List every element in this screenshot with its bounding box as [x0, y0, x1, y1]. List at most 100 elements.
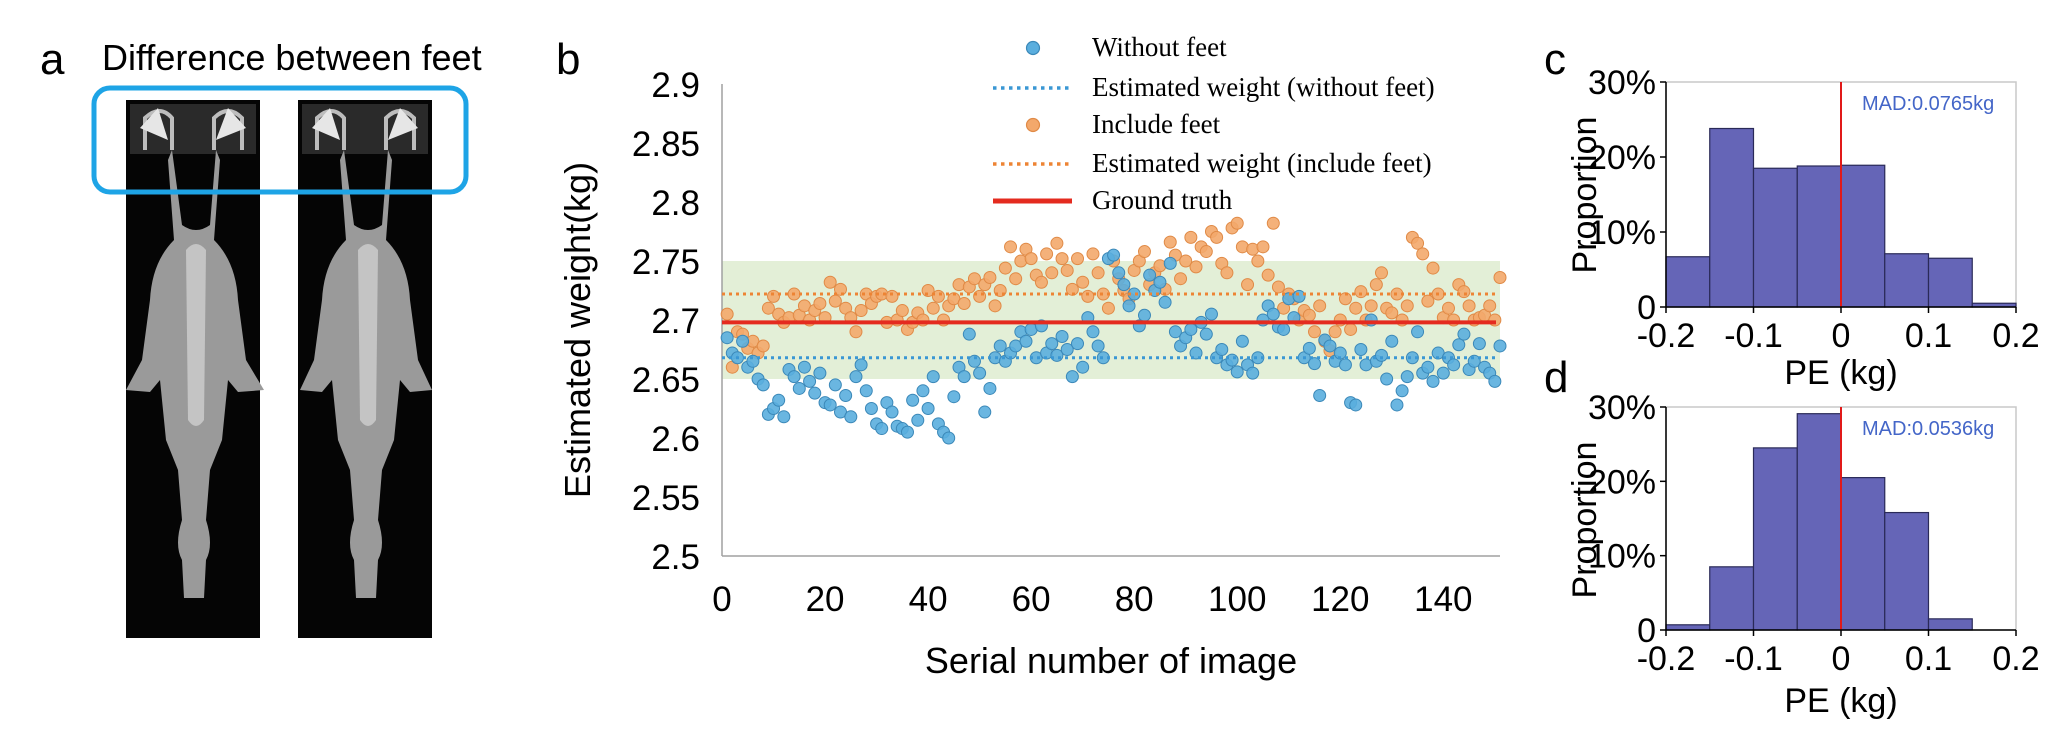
panel-b-point-include-feet [998, 261, 1012, 275]
panel-b-point-without-feet [1215, 343, 1229, 356]
panel-b-point-include-feet [988, 299, 1002, 313]
panel-c-xlabel: PE (kg) [1784, 354, 1897, 392]
panel-b-point-include-feet [823, 275, 837, 289]
panel-b-point-include-feet [1344, 322, 1358, 336]
panel-c-bar [1709, 127, 1755, 308]
feet-highlight-box [91, 85, 469, 195]
panel-b-point-without-feet [962, 327, 976, 341]
panel-b-point-include-feet [1163, 235, 1177, 249]
panel-c-bar [1752, 167, 1798, 308]
panel-b-point-include-feet [1354, 285, 1368, 299]
panel-b-point-include-feet [1416, 247, 1430, 261]
panel-b-point-without-feet [797, 360, 811, 374]
panel-d-letter: d [1544, 353, 1568, 402]
panel-b-point-without-feet [1472, 337, 1486, 351]
panel-b-point-include-feet [1385, 306, 1399, 320]
panel-b-point-without-feet [1122, 299, 1136, 313]
panel-b-point-without-feet [849, 370, 863, 384]
panel-b-point-without-feet [1452, 338, 1466, 352]
panel-b-point-without-feet [1395, 384, 1409, 398]
panel-b-point-without-feet [1225, 353, 1239, 367]
panel-b-point-include-feet [885, 289, 899, 303]
panel-b-point-without-feet [1457, 327, 1471, 341]
panel-c-bar [1840, 164, 1886, 308]
panel-b-point-without-feet [1230, 365, 1244, 379]
panel-a-title: Difference between feet [102, 37, 482, 78]
panel-b-point-include-feet [1076, 275, 1090, 289]
panel-c-bar [1665, 256, 1711, 308]
panel-b-point-include-feet [1256, 240, 1270, 254]
legend-ground-truth-label: Ground truth [1092, 185, 1233, 215]
panel-b-point-without-feet [1400, 370, 1414, 384]
panel-d-xtick-label: -0.2 [1637, 640, 1696, 678]
panel-b-point-include-feet [1091, 266, 1105, 280]
panel-c-ytick-label: 0 [1637, 289, 1656, 327]
panel-b-ytick-label: 2.65 [632, 361, 700, 400]
panel-d-bar [1840, 477, 1886, 631]
panel-b-point-without-feet [1184, 322, 1198, 336]
panel-b-point-without-feet [942, 431, 956, 445]
panel-b-point-include-feet [854, 304, 868, 318]
panel-d-plot: 0 10% 20% 30% -0.2 -0.1 0 0.1 0.2 [1588, 389, 2040, 678]
panel-d-bar [1927, 618, 1973, 631]
panel-b-point-without-feet [736, 334, 750, 348]
panel-b-point-include-feet [931, 289, 945, 303]
panel-b-point-without-feet [859, 384, 873, 398]
panel-b-point-without-feet [1277, 322, 1291, 336]
panel-b-ytick-label: 2.85 [632, 125, 700, 164]
panel-b-point-include-feet [957, 296, 971, 310]
panel-b-point-without-feet [900, 425, 914, 439]
panel-b: b Estimated weight(kg) Serial number of … [556, 32, 1507, 681]
panel-d-xtick-label: 0 [1832, 640, 1851, 678]
panel-b-ytick-label: 2.6 [651, 420, 700, 459]
panel-b-point-include-feet [1493, 271, 1507, 285]
panel-b-point-without-feet [1292, 289, 1306, 303]
panel-b-point-without-feet [828, 378, 842, 392]
panel-b-point-include-feet [1251, 254, 1265, 268]
panel-b-point-include-feet [1024, 252, 1038, 266]
panel-b-point-include-feet [1328, 325, 1342, 339]
panel-c-bar [1927, 257, 1973, 308]
panel-b-point-without-feet [777, 410, 791, 424]
panel-c-letter: c [1544, 35, 1566, 84]
panel-c-mad-annotation: MAD:0.0765kg [1862, 93, 1994, 115]
panel-b-point-include-feet [1313, 299, 1327, 313]
panel-b-point-without-feet [885, 405, 899, 419]
panel-b-xlabel: Serial number of image [925, 640, 1297, 681]
panel-b-point-without-feet [1246, 366, 1260, 380]
panel-b-point-without-feet [1385, 334, 1399, 348]
panel-b-point-without-feet [957, 370, 971, 384]
carcass-image-right [298, 100, 432, 638]
panel-b-point-without-feet [792, 381, 806, 395]
panel-d-ytick-label: 30% [1588, 389, 1656, 427]
panel-b-point-include-feet [1374, 266, 1388, 280]
panel-b-point-include-feet [1101, 301, 1115, 315]
panel-b-point-without-feet [1354, 343, 1368, 356]
panel-b-point-without-feet [1091, 339, 1105, 353]
panel-b-point-include-feet [1308, 325, 1322, 339]
panel-b-ytick-label: 2.55 [632, 479, 700, 518]
panel-b-point-without-feet [1071, 337, 1085, 351]
panel-b-point-include-feet [1364, 299, 1378, 313]
panel-b-point-include-feet [1060, 263, 1074, 277]
panel-b-point-without-feet [906, 393, 920, 407]
panel-b-point-include-feet [1400, 299, 1414, 313]
panel-b-point-without-feet [1302, 341, 1316, 355]
panel-c: c Proportion PE (kg) 010%20%30%-0.2 -0.1 0… [1544, 35, 2040, 392]
panel-b-point-without-feet [1447, 358, 1461, 372]
legend-include-feet-label: Include feet [1092, 109, 1221, 139]
legend-est-include-label: Estimated weight (include feet) [1092, 148, 1432, 178]
panel-b-ticks: 2.5 2.55 2.6 2.65 2.7 2.75 2.8 2.85 2.9 0 20 40 60 80… [632, 66, 1473, 619]
panel-b-point-without-feet [973, 366, 987, 380]
panel-c-xtick-label: 0 [1832, 317, 1851, 355]
panel-c-bar [1884, 253, 1930, 308]
panel-b-ytick-label: 2.8 [651, 184, 700, 223]
panel-b-point-include-feet [926, 301, 940, 315]
panel-b-point-without-feet [1266, 307, 1280, 321]
panel-b-point-without-feet [1060, 343, 1074, 356]
panel-b-point-include-feet [1261, 268, 1275, 282]
panel-b-point-without-feet [1313, 389, 1327, 403]
panel-b-point-without-feet [772, 393, 786, 407]
panel-b-legend: Without feet Estimated weight (without f… [993, 32, 1435, 215]
panel-b-axes [721, 84, 1500, 557]
